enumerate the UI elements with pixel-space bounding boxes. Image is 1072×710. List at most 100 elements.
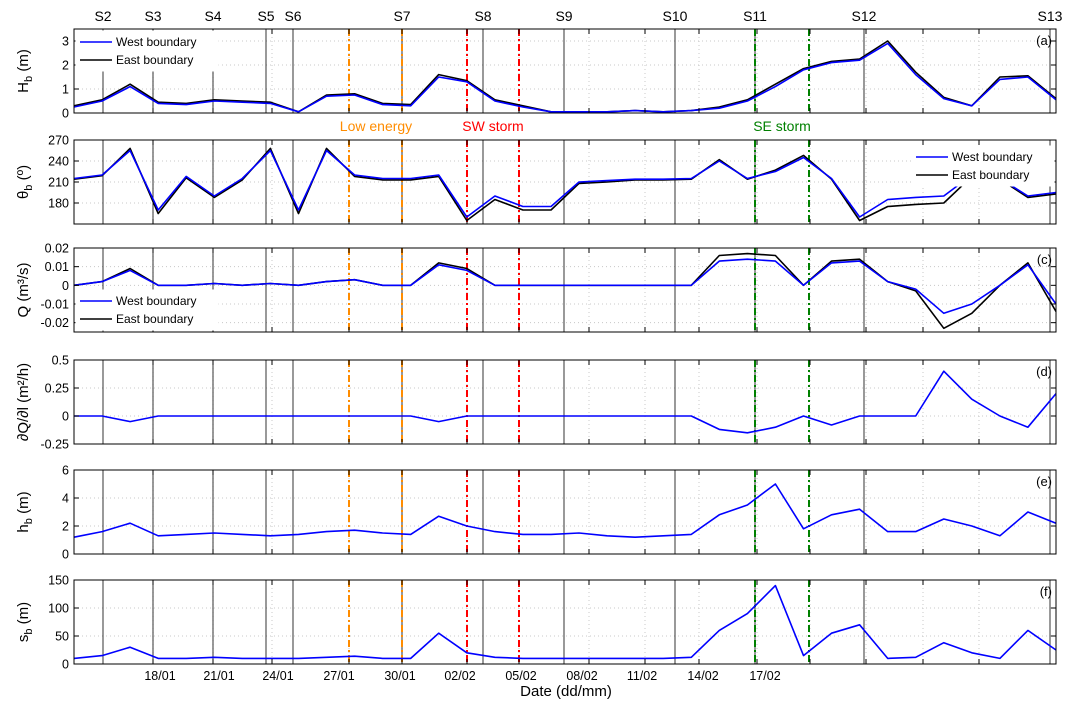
- y-axis-label: ∂Q/∂l (m²/h): [15, 363, 32, 441]
- session-label: S7: [393, 8, 410, 24]
- legend-box: [75, 30, 219, 72]
- y-tick-label: 0.01: [45, 260, 69, 274]
- event-label: SW storm: [462, 118, 523, 134]
- y-tick-label: -0.25: [41, 438, 70, 452]
- session-labels: S2 S3 S4 S5 S6 S7 S8 S9 S10 S11 S12 S13: [94, 8, 1062, 24]
- legend-entry: West boundary: [116, 294, 197, 308]
- y-tick-label: 210: [48, 176, 69, 190]
- session-label: S5: [257, 8, 274, 24]
- session-label: S3: [144, 8, 161, 24]
- panel-d: -0.25 0 0.25 0.5 (d) ∂Q/∂l (m²/h): [15, 354, 1057, 452]
- x-tick-label: 30/01: [384, 669, 415, 683]
- series-line-main: [73, 483, 1057, 538]
- axes-frame: [73, 359, 1057, 445]
- y-axis-label: hb (m): [15, 491, 35, 532]
- y-tick-label: 100: [48, 602, 69, 616]
- series-line-main: [73, 584, 1057, 660]
- legend-box: [75, 289, 219, 331]
- y-tick-label: 4: [62, 492, 69, 506]
- y-axis-label: Q (m³/s): [15, 263, 32, 318]
- panel-e: 0 2 4 6 (e) hb (m): [15, 464, 1057, 562]
- series-line-west-boundary: [73, 258, 1057, 315]
- y-tick-label: -0.01: [41, 298, 70, 312]
- y-tick-label: 1: [62, 83, 69, 97]
- x-tick-label: 02/02: [444, 669, 475, 683]
- x-tick-label: 08/02: [566, 669, 597, 683]
- event-labels: Low energy SW storm SE storm: [340, 118, 811, 134]
- legend-entry: West boundary: [952, 150, 1033, 164]
- session-label: S12: [852, 8, 877, 24]
- series-line-east-boundary: [73, 147, 1057, 222]
- y-tick-label: 0: [62, 410, 69, 424]
- session-label: S10: [663, 8, 688, 24]
- x-tick-label: 11/02: [627, 669, 657, 683]
- axes-frame: [73, 469, 1057, 555]
- y-tick-label: 0: [62, 658, 69, 672]
- event-label: SE storm: [753, 118, 811, 134]
- session-label: S13: [1038, 8, 1063, 24]
- y-tick-label: 150: [48, 574, 69, 588]
- x-tick-labels: 18/01 21/01 24/01 27/01 30/01 02/02 05/02 08/02…: [144, 669, 780, 683]
- legend-entry: East boundary: [952, 168, 1029, 182]
- x-tick-label: 17/02: [749, 669, 780, 683]
- panels-layer: 0 1 2 3 (a) Hb (m) West boundary East boundary 1…: [15, 8, 1063, 683]
- legend-entry: West boundary: [116, 35, 197, 49]
- y-tick-label: 180: [48, 197, 69, 211]
- session-label: S4: [204, 8, 221, 24]
- y-axis-label: θb (º): [15, 165, 35, 199]
- panel-label: (f): [1040, 584, 1052, 599]
- axes-frame: [73, 579, 1057, 665]
- y-tick-label: 6: [62, 464, 69, 478]
- legend: West boundary East boundary: [911, 145, 1055, 187]
- series-line-west-boundary: [73, 149, 1057, 218]
- y-tick-label: 2: [62, 59, 69, 73]
- y-tick-label: 0.02: [45, 242, 69, 256]
- y-tick-label: -0.02: [41, 316, 70, 330]
- y-tick-label: 270: [48, 134, 69, 148]
- session-label: S2: [94, 8, 111, 24]
- series-line-west-boundary: [73, 42, 1057, 113]
- x-tick-label: 21/01: [203, 669, 234, 683]
- x-tick-label: 18/01: [144, 669, 175, 683]
- y-tick-label: 240: [48, 155, 69, 169]
- y-axis-label: sb (m): [15, 602, 35, 642]
- panel-label: (a): [1036, 33, 1052, 48]
- axes-frame: [73, 139, 1057, 225]
- panel-label: (e): [1036, 474, 1052, 489]
- x-tick-label: 27/01: [323, 669, 354, 683]
- panel-c: -0.02 -0.01 0 0.01 0.02 (c) Q (m³/s) West bound…: [15, 242, 1057, 333]
- session-label: S8: [474, 8, 491, 24]
- y-tick-label: 0.25: [45, 382, 69, 396]
- panel-a: 0 1 2 3 (a) Hb (m) West boundary East boundary: [15, 28, 1057, 121]
- legend-box: [911, 145, 1055, 187]
- session-label: S6: [284, 8, 301, 24]
- x-axis: Date (dd/mm): [520, 683, 612, 700]
- x-tick-label: 05/02: [505, 669, 536, 683]
- legend: West boundary East boundary: [75, 30, 219, 72]
- panel-label: (c): [1037, 252, 1052, 267]
- legend-entry: East boundary: [116, 53, 193, 67]
- session-label: S9: [555, 8, 572, 24]
- x-tick-label: 24/01: [262, 669, 293, 683]
- y-tick-label: 0.5: [52, 354, 69, 368]
- axes-frame: [73, 247, 1057, 333]
- y-tick-label: 0: [62, 107, 69, 121]
- panel-label: (d): [1036, 364, 1052, 379]
- y-tick-label: 0: [62, 548, 69, 562]
- axes-frame: [73, 28, 1057, 114]
- panel-f: 0 50 100 150 (f) sb (m): [15, 574, 1057, 672]
- y-tick-label: 2: [62, 520, 69, 534]
- x-axis-label: Date (dd/mm): [520, 683, 612, 700]
- legend-entry: East boundary: [116, 312, 193, 326]
- series-line-east-boundary: [73, 252, 1057, 330]
- legend: West boundary East boundary: [75, 289, 219, 331]
- event-label: Low energy: [340, 118, 412, 134]
- y-tick-label: 3: [62, 35, 69, 49]
- y-tick-label: 0: [62, 279, 69, 293]
- session-label: S11: [743, 8, 767, 24]
- x-tick-label: 14/02: [687, 669, 718, 683]
- series-line-main: [74, 370, 1057, 434]
- y-axis-label: Hb (m): [15, 49, 35, 93]
